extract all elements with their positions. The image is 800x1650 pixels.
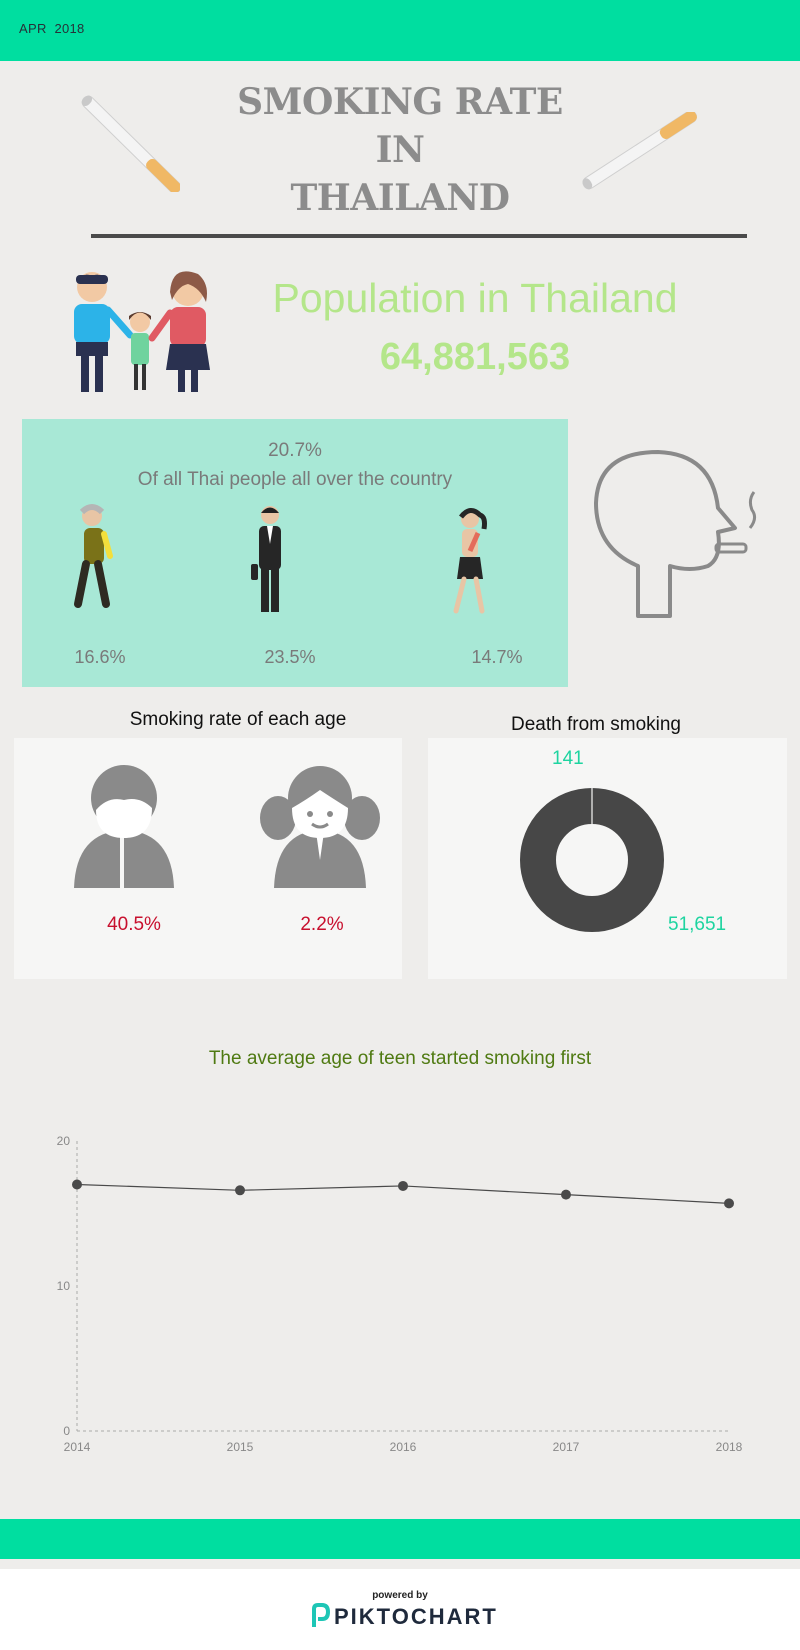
overall-rate-subtitle: Of all Thai people all over the country <box>137 469 453 490</box>
adult-male-rate: 23.5% <box>264 647 316 667</box>
footer <box>0 1569 800 1650</box>
data-point <box>724 1198 734 1209</box>
population-value: 64,881,563 <box>379 336 571 378</box>
male-smoking-rate: 40.5% <box>107 914 161 935</box>
y-tick-label: 10 <box>57 1279 71 1293</box>
businessman-icon <box>251 506 281 612</box>
age-section-title: Smoking rate of each age <box>129 709 347 730</box>
overall-rate-panel: 20.7% Of all Thai people all over the co… <box>22 419 568 687</box>
teen-smoking-age-line-chart: 0 10 20 2014 2015 2016 2017 2018 <box>57 1134 743 1454</box>
title-divider <box>91 234 747 238</box>
death-large-value: 51,651 <box>668 914 727 935</box>
data-point <box>398 1180 408 1191</box>
female-smoking-rate: 2.2% <box>300 914 344 935</box>
x-tick-label: 2017 <box>553 1440 580 1454</box>
elderly-rate: 16.6% <box>74 647 126 667</box>
female-avatar-icon <box>260 766 380 888</box>
data-point <box>72 1179 82 1190</box>
female-rate: 14.7% <box>471 647 523 667</box>
elderly-person-icon <box>74 504 113 608</box>
piktochart-logo-icon <box>312 1603 330 1627</box>
page-title: SMOKING RATE IN THAILAND <box>0 78 800 222</box>
smoking-head-icon <box>594 450 757 618</box>
bottom-bar <box>0 1519 800 1559</box>
age-panel: 40.5% 2.2% <box>14 738 402 979</box>
death-panel: 141 51,651 <box>428 738 787 979</box>
top-bar <box>0 0 800 61</box>
x-tick-label: 2018 <box>716 1440 743 1454</box>
x-tick-label: 2015 <box>227 1440 254 1454</box>
title-line-2: IN <box>375 129 425 171</box>
x-tick-label: 2016 <box>390 1440 417 1454</box>
title-line-3: THAILAND <box>290 177 510 219</box>
cigarette-left-icon <box>81 95 180 192</box>
male-avatar-icon <box>74 765 174 888</box>
piktochart-brand: PIKTOCHART <box>334 1604 498 1629</box>
y-tick-label: 0 <box>63 1424 70 1438</box>
y-tick-label: 20 <box>57 1134 71 1148</box>
chart-title: The average age of teen started smoking … <box>208 1048 592 1069</box>
date-label: APR 2018 <box>19 21 85 36</box>
death-donut-chart <box>520 788 664 932</box>
death-small-value: 141 <box>552 748 584 769</box>
data-point <box>235 1185 245 1196</box>
x-tick-label: 2014 <box>64 1440 91 1454</box>
death-section-title: Death from smoking <box>510 714 681 735</box>
woman-icon <box>453 508 487 614</box>
population-label: Population in Thailand <box>272 275 678 321</box>
cigarette-right-icon <box>582 112 698 190</box>
title-line-1: SMOKING RATE <box>237 81 563 123</box>
powered-by-label: powered by <box>372 1590 428 1601</box>
overall-rate-value: 20.7% <box>268 440 322 461</box>
family-icon <box>74 271 210 392</box>
data-point <box>561 1189 571 1200</box>
